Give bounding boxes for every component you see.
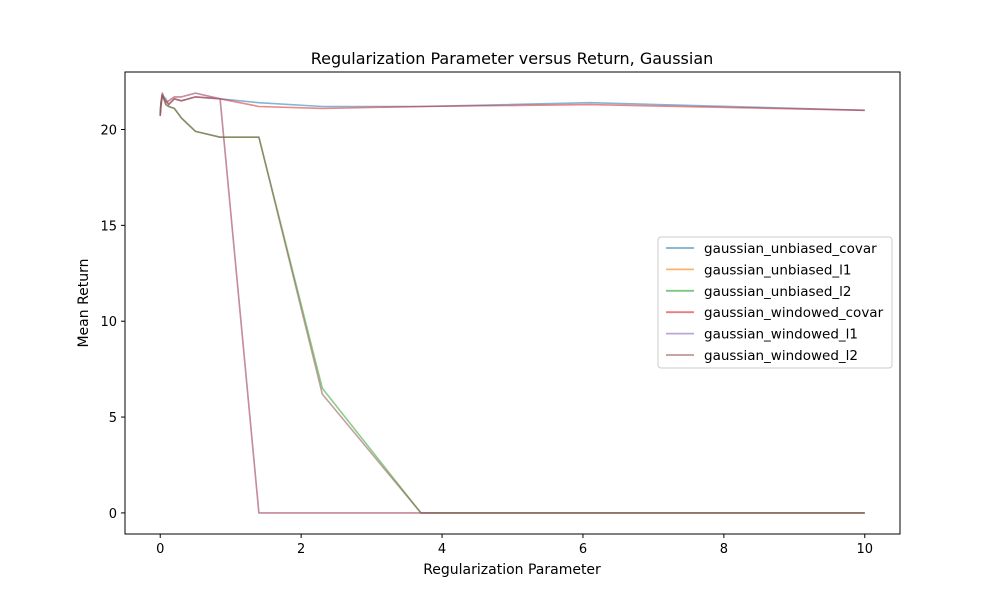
series-line-gaussian_windowed_l1 xyxy=(159,92,865,514)
legend: gaussian_unbiased_covar gaussian_unbiased… xyxy=(657,236,893,369)
y-tick-label: 20 xyxy=(100,124,117,139)
y-tick-label: 0 xyxy=(109,507,117,522)
legend-entry-gaussian_unbiased_l1: gaussian_unbiased_l1 xyxy=(704,262,852,278)
x-tick-label: 0 xyxy=(156,542,164,557)
y-tick-label: 15 xyxy=(100,219,117,234)
legend-entry-gaussian_unbiased_l2: gaussian_unbiased_l2 xyxy=(704,284,852,300)
chart-title: Regularization Parameter versus Return, … xyxy=(311,49,714,68)
legend-entry-gaussian_windowed_covar: gaussian_windowed_covar xyxy=(704,305,884,321)
series-line-gaussian_windowed_covar xyxy=(159,94,865,117)
legend-box xyxy=(657,236,893,369)
plot-frame xyxy=(124,71,901,535)
series-layer xyxy=(159,92,865,514)
y-tick-label: 10 xyxy=(100,315,117,330)
x-tick-label: 2 xyxy=(297,542,305,557)
x-tick-label: 6 xyxy=(579,542,587,557)
y-tick-label: 5 xyxy=(109,411,117,426)
legend-entry-gaussian_unbiased_covar: gaussian_unbiased_covar xyxy=(704,241,877,257)
x-axis-ticks: 0 2 4 6 8 10 xyxy=(156,534,873,557)
x-tick-label: 4 xyxy=(438,542,446,557)
y-axis-label: Mean Return xyxy=(76,258,92,347)
series-line-gaussian_windowed_l2 xyxy=(159,94,865,514)
x-tick-label: 10 xyxy=(856,542,873,557)
x-axis-label: Regularization Parameter xyxy=(423,562,601,578)
legend-entry-gaussian_windowed_l2: gaussian_windowed_l2 xyxy=(704,348,858,364)
y-axis-ticks: 0 5 10 15 20 xyxy=(100,124,125,522)
x-tick-label: 8 xyxy=(720,542,728,557)
legend-entry-gaussian_windowed_l1: gaussian_windowed_l1 xyxy=(704,327,858,343)
